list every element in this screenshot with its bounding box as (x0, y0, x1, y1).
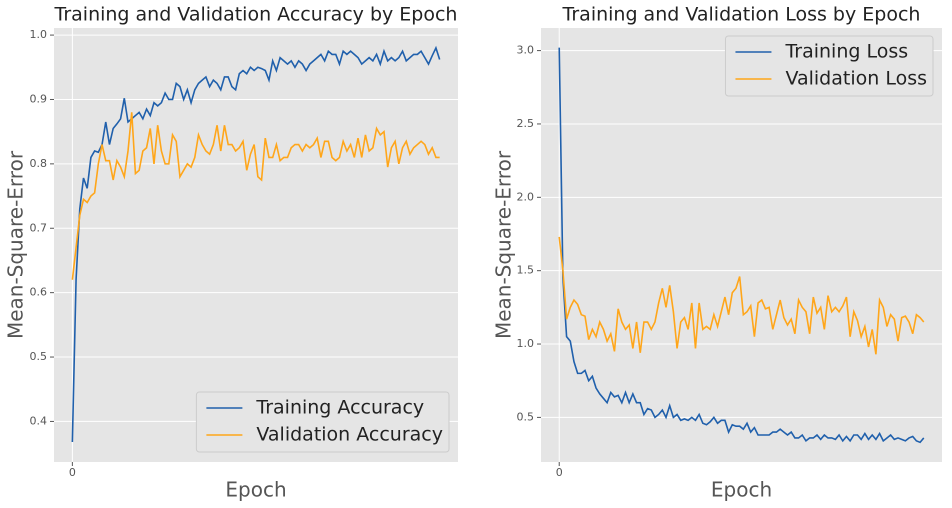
y-tick-label: 0.5 (517, 410, 535, 423)
y-tick-label: 2.0 (517, 190, 535, 203)
y-tick-label: 0.8 (30, 157, 48, 170)
y-tick-label: 0.5 (30, 350, 48, 363)
legend-label: Validation Loss (785, 68, 927, 90)
legend: Training Accuracy Validation Accuracy (195, 391, 450, 453)
y-tick-label: 1.0 (30, 28, 48, 41)
series-line (558, 47, 925, 444)
y-axis-label: Mean-Square-Error (492, 150, 516, 339)
x-tick-label: 0 (556, 466, 563, 479)
plot-area (541, 28, 942, 462)
x-axis-label: Epoch (225, 478, 286, 502)
y-tick-label: 3.0 (517, 44, 535, 57)
y-tick-label: 0.7 (30, 221, 48, 234)
legend-label: Training Loss (784, 41, 908, 63)
legend: Training Loss Validation Loss (724, 35, 934, 97)
x-tick-label: 0 (69, 466, 76, 479)
legend-box (195, 391, 450, 453)
y-tick-label: 1.0 (517, 337, 535, 350)
series-line (558, 236, 925, 355)
legend-label: Training Accuracy (255, 397, 424, 419)
y-tick-label: 0.9 (30, 92, 48, 105)
plot-area (54, 28, 458, 462)
x-axis-label: Epoch (711, 478, 772, 502)
chart-title: Training and Validation Loss by Epoch (562, 4, 921, 26)
y-tick-label: 0.4 (30, 414, 48, 427)
y-tick-label: 0.6 (30, 286, 48, 299)
y-tick-label: 2.5 (517, 117, 535, 130)
legend-label: Validation Accuracy (256, 424, 443, 446)
legend-box (724, 35, 934, 97)
chart-title: Training and Validation Accuracy by Epoc… (54, 4, 458, 26)
series-line (71, 45, 441, 443)
y-axis-label: Mean-Square-Error (4, 150, 28, 339)
series-line (71, 112, 440, 280)
y-tick-label: 1.5 (517, 264, 535, 277)
